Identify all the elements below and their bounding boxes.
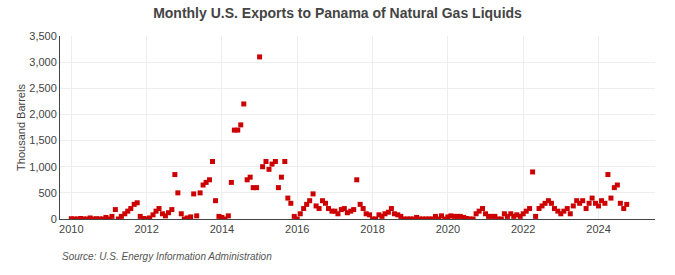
svg-text:2014: 2014 [210,223,234,235]
svg-text:2024: 2024 [586,223,610,235]
svg-text:2,500: 2,500 [29,82,57,94]
svg-text:2,000: 2,000 [29,108,57,120]
svg-text:2016: 2016 [285,223,309,235]
svg-text:3,500: 3,500 [29,30,57,42]
svg-text:Monthly U.S. Exports to Panama: Monthly U.S. Exports to Panama of Natura… [153,5,522,21]
svg-text:1,500: 1,500 [29,134,57,146]
svg-text:0: 0 [51,213,57,225]
svg-text:Thousand Barrels: Thousand Barrels [15,84,27,171]
svg-text:2018: 2018 [360,223,384,235]
svg-text:2012: 2012 [134,223,158,235]
svg-text:500: 500 [38,187,56,199]
svg-text:2022: 2022 [511,223,535,235]
svg-text:1,000: 1,000 [29,161,57,173]
svg-text:2020: 2020 [436,223,460,235]
svg-text:2010: 2010 [59,223,83,235]
svg-text:Source: U.S. Energy Informatio: Source: U.S. Energy Information Administ… [62,251,272,262]
svg-text:3,000: 3,000 [29,56,57,68]
